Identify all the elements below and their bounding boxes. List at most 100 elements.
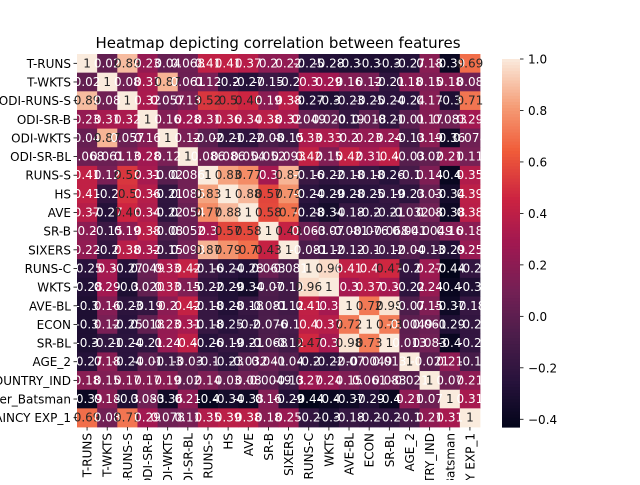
heatmap-cell bbox=[77, 371, 98, 391]
heatmap-cell-label: 1 bbox=[365, 317, 373, 331]
heatmap-cell-label: 0.12 bbox=[94, 168, 121, 182]
heatmap-cell bbox=[419, 371, 441, 391]
heatmap-cell bbox=[419, 352, 441, 372]
heatmap-cell-label: 0.15 bbox=[336, 373, 363, 387]
heatmap-cell bbox=[117, 296, 138, 316]
heatmap-cell-label: 0.4 bbox=[178, 336, 197, 350]
heatmap-cell bbox=[137, 240, 158, 260]
heatmap-cell bbox=[77, 296, 98, 316]
heatmap-cell bbox=[218, 184, 239, 204]
heatmap-cell bbox=[419, 240, 441, 260]
heatmap-cell-label: 0.17 bbox=[416, 112, 443, 126]
heatmap-cell-label: 0.31 bbox=[436, 411, 463, 425]
heatmap-cell-label: 0.2 bbox=[339, 131, 358, 145]
heatmap-cell bbox=[157, 259, 179, 279]
heatmap-cell-label: 0.42 bbox=[295, 150, 322, 164]
heatmap-cell-label: -0.08 bbox=[253, 131, 284, 145]
heatmap-cell bbox=[218, 315, 239, 335]
heatmap-cell-label: 0.054 bbox=[231, 150, 265, 164]
heatmap-cell-label: 0.46 bbox=[235, 94, 262, 108]
colorbar-segment bbox=[502, 74, 520, 78]
heatmap-cell bbox=[439, 221, 461, 241]
colorbar-segment bbox=[502, 117, 520, 121]
heatmap-cell bbox=[218, 128, 239, 148]
heatmap-cell-label: 0.36 bbox=[134, 187, 161, 201]
x-tick-label: SR-B bbox=[262, 433, 276, 461]
heatmap-cell bbox=[419, 128, 441, 148]
heatmap-cell bbox=[157, 333, 179, 353]
heatmap-cell-label: -0.02 bbox=[192, 131, 223, 145]
colorbar-segment bbox=[502, 108, 520, 112]
heatmap-cell-label: -0.0049 bbox=[346, 355, 392, 369]
heatmap-cell-label: 0.38 bbox=[457, 206, 484, 220]
colorbar-segment bbox=[502, 322, 520, 327]
heatmap-cell bbox=[419, 184, 441, 204]
heatmap-cell bbox=[379, 352, 400, 372]
heatmap-cell-label: 0.18 bbox=[74, 373, 101, 387]
colorbar-segment bbox=[502, 282, 520, 287]
colorbar-segment bbox=[502, 246, 520, 250]
heatmap-cell-label: -0.34 bbox=[213, 392, 244, 406]
heatmap-cell bbox=[177, 54, 199, 74]
heatmap-cell bbox=[117, 371, 138, 391]
heatmap-cell-label: 0.08 bbox=[94, 94, 121, 108]
colorbar-segment bbox=[502, 411, 520, 416]
heatmap-cell-label: 0.4 bbox=[380, 150, 399, 164]
heatmap-cell-label: -0.4 bbox=[317, 392, 340, 406]
heatmap-cell bbox=[137, 408, 158, 428]
heatmap-cell bbox=[157, 91, 179, 111]
y-tick-label: HS bbox=[54, 187, 71, 201]
heatmap-cell-label: -0.21 bbox=[132, 336, 163, 350]
heatmap-cell bbox=[298, 165, 320, 185]
heatmap-cell-label: -0.2 bbox=[357, 411, 380, 425]
heatmap-cell-label: 0.52 bbox=[114, 168, 141, 182]
heatmap-cell bbox=[298, 371, 320, 391]
y-tick-label: AGE_2 bbox=[32, 355, 71, 369]
heatmap-cell bbox=[399, 315, 420, 335]
heatmap-cell bbox=[399, 408, 420, 428]
heatmap-cell bbox=[359, 54, 380, 74]
heatmap-cell-label: -0.26 bbox=[192, 336, 223, 350]
heatmap-cell-label: 1 bbox=[144, 112, 152, 126]
x-tick-label: RUNS-S bbox=[201, 433, 215, 479]
heatmap-cell-label: 0.28 bbox=[134, 150, 161, 164]
heatmap-cell bbox=[318, 221, 340, 241]
heatmap-cell bbox=[338, 315, 360, 335]
x-tick-label: RUNS-C bbox=[302, 433, 316, 479]
heatmap-cell bbox=[399, 333, 420, 353]
heatmap-cell-label: 0.5 bbox=[219, 94, 238, 108]
heatmap-cell bbox=[419, 147, 441, 167]
x-tick-label: AVE bbox=[242, 433, 256, 456]
heatmap-cell bbox=[97, 184, 118, 204]
heatmap-cell-label: 0.18 bbox=[416, 56, 443, 70]
heatmap-cell bbox=[459, 408, 481, 428]
heatmap-cell bbox=[439, 296, 461, 316]
heatmap-cell-label: 0.16 bbox=[255, 392, 282, 406]
colorbar-segment bbox=[502, 285, 520, 290]
colorbar-segment bbox=[502, 178, 520, 183]
heatmap-cell bbox=[218, 72, 239, 92]
heatmap-cell-label: 0.87 bbox=[154, 75, 181, 89]
heatmap-cell bbox=[359, 72, 380, 92]
heatmap-cell-label: 0.3 bbox=[339, 280, 358, 294]
colorbar-segment bbox=[502, 166, 520, 170]
colorbar-segment bbox=[502, 218, 520, 223]
heatmap-cell bbox=[399, 109, 420, 129]
heatmap-cell-label: 0.73 bbox=[356, 336, 383, 350]
heatmap-cell bbox=[97, 147, 118, 167]
heatmap-cell-label: 0.34 bbox=[134, 206, 161, 220]
heatmap-cell bbox=[379, 203, 400, 223]
heatmap-cell bbox=[459, 352, 481, 372]
heatmap-cell bbox=[318, 109, 340, 129]
heatmap-cell-label: 0.37 bbox=[74, 206, 101, 220]
colorbar-segment bbox=[502, 59, 520, 63]
colorbar-segment bbox=[502, 350, 520, 354]
heatmap-cell bbox=[197, 240, 219, 260]
heatmap-cell-label: -0.38 bbox=[434, 206, 465, 220]
heatmap-cell-label: 0.89 bbox=[114, 56, 141, 70]
heatmap-cell-label: 0.38 bbox=[235, 411, 262, 425]
heatmap-cell-label: 0.27 bbox=[295, 373, 322, 387]
heatmap-cell-label: -0.1 bbox=[357, 243, 380, 257]
colorbar-segment bbox=[502, 209, 520, 213]
heatmap-cell bbox=[379, 109, 400, 129]
